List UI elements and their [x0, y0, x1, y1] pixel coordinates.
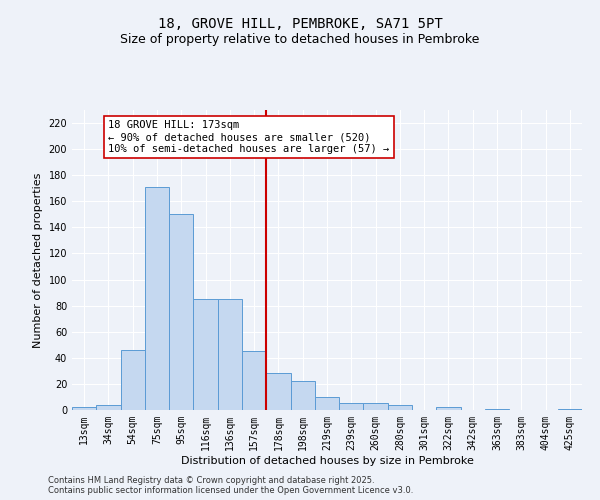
Bar — [290, 382, 315, 410]
Bar — [218, 299, 242, 410]
Bar — [266, 374, 290, 410]
Text: Contains HM Land Registry data © Crown copyright and database right 2025.
Contai: Contains HM Land Registry data © Crown c… — [48, 476, 413, 495]
X-axis label: Distribution of detached houses by size in Pembroke: Distribution of detached houses by size … — [181, 456, 473, 466]
Bar — [485, 408, 509, 410]
Bar — [145, 187, 169, 410]
Bar — [388, 405, 412, 410]
Bar — [72, 408, 96, 410]
Text: 18 GROVE HILL: 173sqm
← 90% of detached houses are smaller (520)
10% of semi-det: 18 GROVE HILL: 173sqm ← 90% of detached … — [109, 120, 389, 154]
Bar — [339, 404, 364, 410]
Text: 18, GROVE HILL, PEMBROKE, SA71 5PT: 18, GROVE HILL, PEMBROKE, SA71 5PT — [158, 18, 442, 32]
Bar — [436, 408, 461, 410]
Bar — [315, 397, 339, 410]
Bar — [364, 404, 388, 410]
Bar — [242, 352, 266, 410]
Bar — [558, 408, 582, 410]
Bar — [96, 405, 121, 410]
Bar — [193, 299, 218, 410]
Bar — [121, 350, 145, 410]
Bar — [169, 214, 193, 410]
Text: Size of property relative to detached houses in Pembroke: Size of property relative to detached ho… — [121, 32, 479, 46]
Y-axis label: Number of detached properties: Number of detached properties — [33, 172, 43, 348]
